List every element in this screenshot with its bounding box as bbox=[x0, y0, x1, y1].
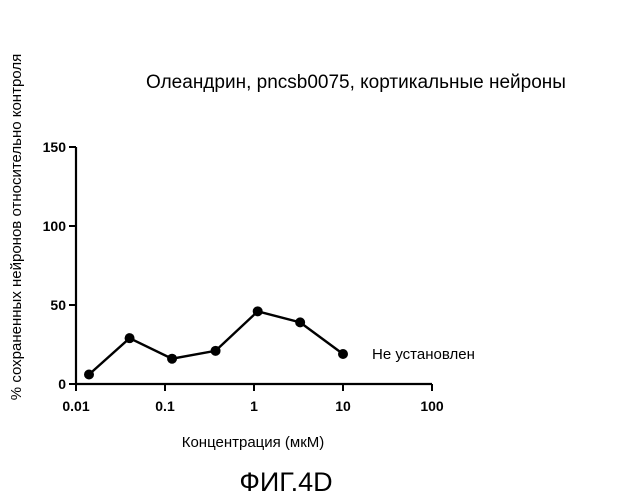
y-tick-label: 0 bbox=[58, 376, 66, 392]
x-tick-label: 0.01 bbox=[62, 398, 89, 414]
data-point bbox=[124, 333, 135, 344]
not-established-annotation: Не установлен bbox=[372, 346, 475, 363]
x-tick-label: 10 bbox=[335, 398, 351, 414]
x-tick-label: 0.1 bbox=[155, 398, 175, 414]
figure-label: ФИГ.4D bbox=[239, 467, 332, 497]
chart-title: Олеандрин, pncsb0075, кортикальные нейро… bbox=[146, 72, 566, 93]
data-point bbox=[338, 348, 348, 359]
data-point bbox=[295, 317, 306, 328]
y-tick-label: 100 bbox=[43, 218, 67, 234]
y-tick-label: 150 bbox=[43, 139, 67, 155]
y-tick-label: 50 bbox=[50, 297, 66, 313]
data-point bbox=[84, 369, 95, 380]
x-axis-label: Концентрация (мкМ) bbox=[182, 434, 325, 451]
y-axis-label: % сохраненных нейронов относительно конт… bbox=[8, 54, 25, 400]
data-point bbox=[210, 345, 221, 356]
y-ticks: 0 50 100 150 bbox=[43, 139, 76, 392]
plot-area bbox=[84, 306, 348, 380]
x-tick-label: 100 bbox=[420, 398, 444, 414]
series-line bbox=[88, 309, 344, 376]
x-tick-label: 1 bbox=[250, 398, 258, 414]
data-point bbox=[167, 353, 178, 364]
x-ticks: 0.01 0.1 1 10 100 bbox=[62, 384, 444, 414]
data-point bbox=[252, 306, 263, 317]
